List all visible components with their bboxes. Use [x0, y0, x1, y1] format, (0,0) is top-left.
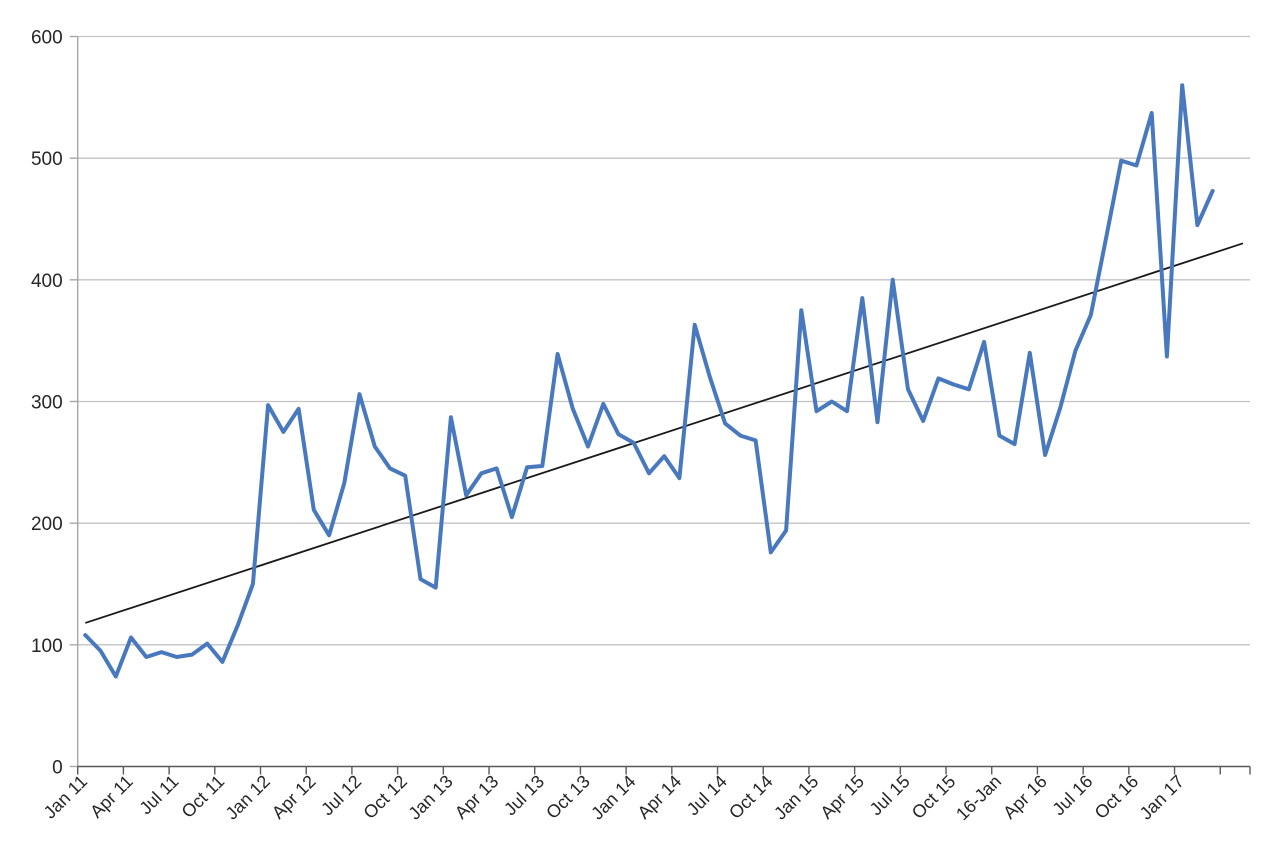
x-axis-label: Jan 11: [40, 771, 91, 822]
x-axis-label: Apr 12: [268, 771, 320, 823]
x-axis-label: Oct 11: [178, 771, 229, 822]
x-axis-label: Apr 14: [634, 771, 686, 823]
x-axis-label: Jul 15: [866, 771, 914, 819]
data-series-line: [83, 83, 1215, 679]
x-axis-label: Apr 16: [999, 771, 1051, 823]
y-axis-label: 0: [52, 758, 63, 779]
x-axis-label: 16-Jan: [952, 771, 1005, 824]
x-axis-label: Jul 13: [500, 771, 548, 819]
x-axis-label: Oct 13: [542, 771, 594, 823]
y-axis-label: 100: [31, 636, 63, 657]
y-axis-label: 300: [31, 392, 63, 413]
x-axis-label: Jan 12: [222, 771, 274, 823]
x-axis-label: Jul 14: [683, 771, 731, 819]
x-axis-label: Jan 14: [587, 771, 639, 823]
x-axis-label: Oct 12: [359, 771, 411, 823]
x-axis-label: Jul 12: [317, 771, 365, 819]
trendline: [85, 242, 1244, 624]
x-axis-label: Jan 13: [404, 771, 456, 823]
y-axis-label: 200: [31, 514, 63, 535]
y-axis-label: 600: [31, 27, 63, 48]
x-axis-label: Apr 15: [816, 771, 868, 823]
x-axis-label: Oct 15: [908, 771, 960, 823]
x-axis-label: Jan 15: [770, 771, 822, 823]
y-axis-label: 400: [31, 271, 63, 292]
x-axis-label: Jul 16: [1048, 771, 1096, 819]
x-axis-label: Oct 14: [725, 771, 777, 823]
y-axis-label: 500: [31, 149, 63, 170]
x-axis-label: Apr 13: [451, 771, 503, 823]
x-axis-label: Apr 11: [86, 771, 137, 822]
x-axis-label: Jan 17: [1136, 771, 1188, 823]
x-axis-label: Jul 11: [135, 771, 182, 818]
x-axis-label: Oct 16: [1091, 771, 1143, 823]
